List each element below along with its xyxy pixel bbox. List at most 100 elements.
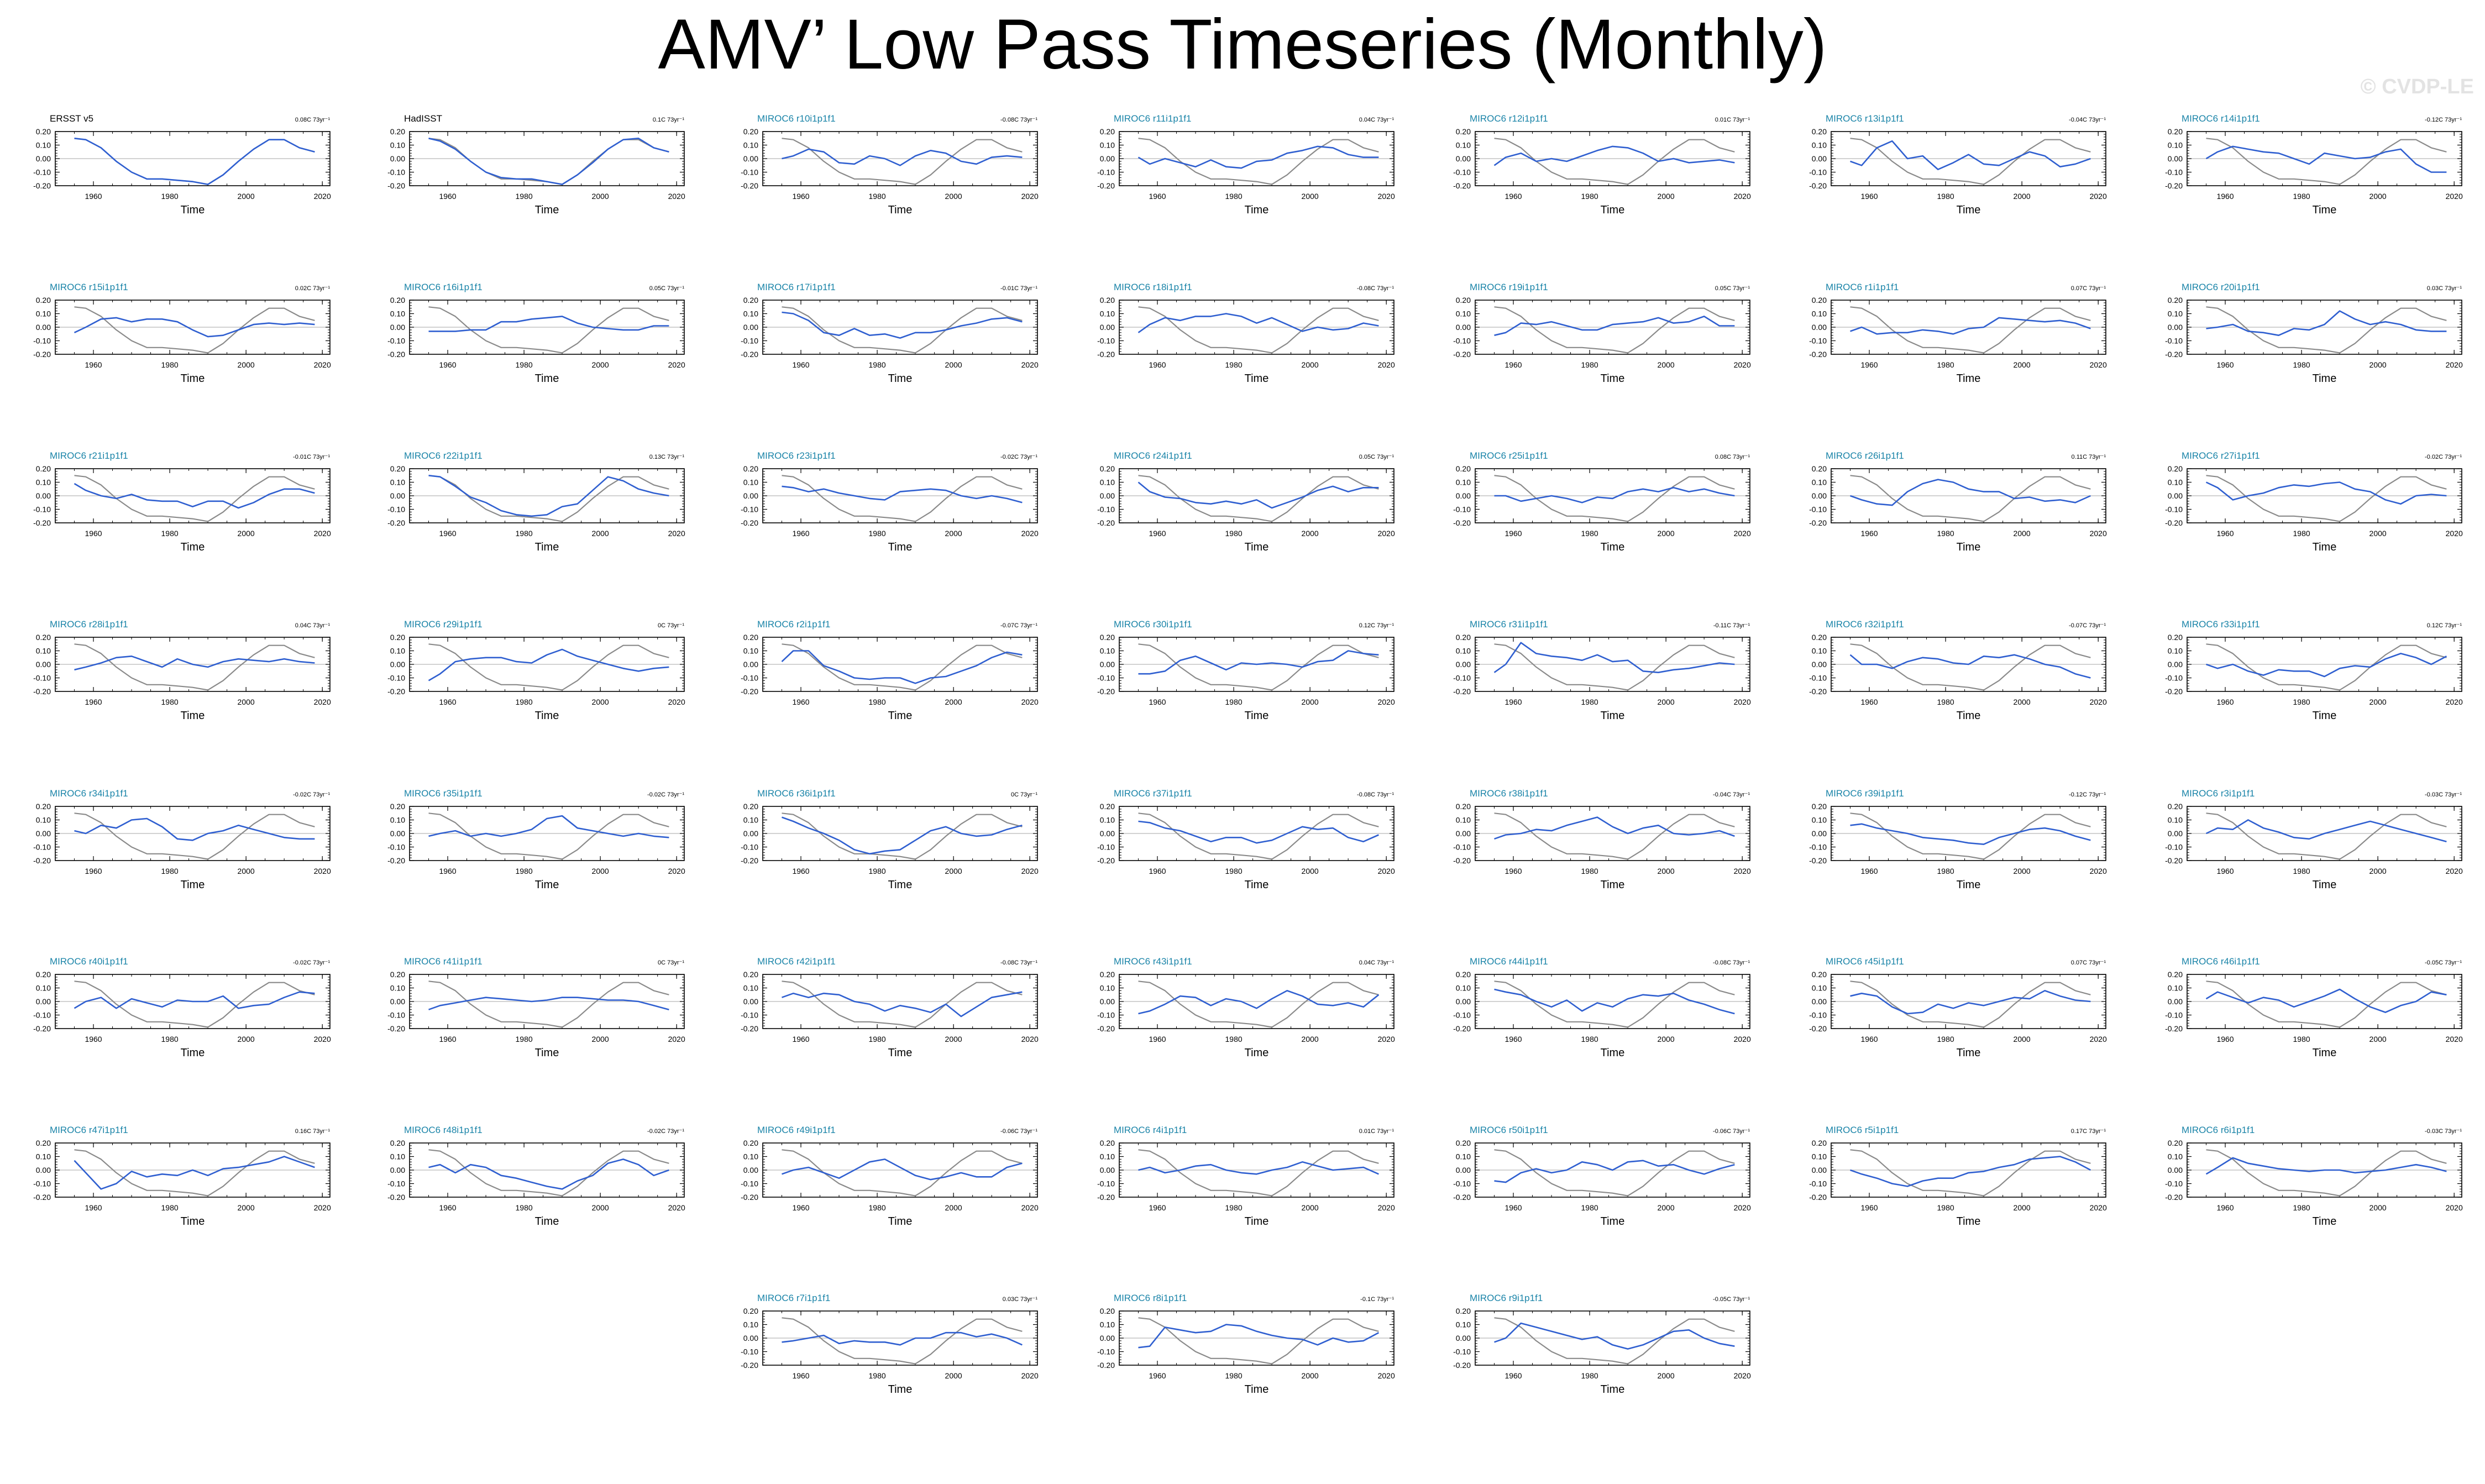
- y-tick-label: -0.10: [1453, 843, 1471, 852]
- panel: MIROC6 r44i1p1f1 -0.08C 73yr⁻¹ 0.20 0.10 0.0…: [1453, 956, 1751, 1059]
- y-tick-label: 0.10: [1812, 478, 1827, 487]
- panel-trend: -0.02C 73yr⁻¹: [293, 959, 330, 966]
- x-tick-label: 2020: [314, 867, 331, 875]
- panel: MIROC6 r1i1p1f1 0.07C 73yr⁻¹ 0.20 0.10 0.00 -…: [1809, 282, 2107, 385]
- x-tick-label: 2000: [1658, 1203, 1675, 1212]
- x-axis-label: Time: [535, 1215, 559, 1228]
- y-tick-label: -0.20: [741, 856, 758, 865]
- x-tick-label: 2000: [2014, 529, 2031, 538]
- x-axis-label: Time: [888, 710, 913, 722]
- y-tick-label: 0.20: [1456, 802, 1471, 811]
- y-tick-label: 0.00: [743, 997, 758, 1006]
- panel-title: MIROC6 r49i1p1f1: [757, 1125, 836, 1135]
- y-tick-label: 0.20: [743, 802, 758, 811]
- panel: MIROC6 r22i1p1f1 0.13C 73yr⁻¹ 0.20 0.10 0.00…: [387, 450, 685, 553]
- panel: MIROC6 r31i1p1f1 -0.11C 73yr⁻¹ 0.20 0.10 0.0…: [1453, 619, 1751, 722]
- x-tick-label: 1980: [1225, 360, 1242, 369]
- panel-trend: -0.08C 73yr⁻¹: [1713, 959, 1750, 966]
- panel: MIROC6 r3i1p1f1 -0.03C 73yr⁻¹ 0.20 0.10 0.00…: [2165, 788, 2463, 891]
- panel-trend: 0.05C 73yr⁻¹: [1359, 454, 1394, 460]
- y-tick-label: 0.10: [1100, 647, 1115, 656]
- y-tick-label: 0.00: [1812, 660, 1827, 669]
- obs-reference-line: [428, 980, 669, 1028]
- y-tick-label: 0.10: [743, 647, 758, 656]
- y-tick-label: 0.20: [390, 127, 405, 136]
- x-tick-label: 1960: [85, 360, 102, 369]
- panel-trend: -0.01C 73yr⁻¹: [1000, 285, 1037, 292]
- panel-title: MIROC6 r25i1p1f1: [1470, 450, 1548, 461]
- panel-trend: -0.05C 73yr⁻¹: [2425, 959, 2462, 966]
- panel: MIROC6 r26i1p1f1 0.11C 73yr⁻¹ 0.20 0.10 0.00…: [1809, 450, 2107, 553]
- x-tick-label: 1960: [792, 360, 809, 369]
- y-tick-label: 0.20: [1812, 802, 1827, 811]
- x-axis-label: Time: [1601, 1047, 1625, 1059]
- panel-frame: [762, 300, 1038, 355]
- y-tick-label: -0.10: [1809, 843, 1827, 852]
- panel: MIROC6 r50i1p1f1 -0.06C 73yr⁻¹ 0.20 0.10 0.0…: [1453, 1125, 1751, 1228]
- panel: MIROC6 r33i1p1f1 0.12C 73yr⁻¹ 0.20 0.10 0.00…: [2165, 619, 2463, 722]
- y-tick-label: -0.20: [2165, 687, 2183, 696]
- model-series-line: [1850, 479, 2091, 506]
- panel-frame: [409, 131, 685, 186]
- y-tick-label: -0.20: [1097, 687, 1115, 696]
- y-tick-label: 0.20: [1100, 633, 1115, 642]
- panel-title: MIROC6 r39i1p1f1: [1826, 788, 1904, 799]
- y-tick-label: 0.20: [1100, 970, 1115, 979]
- y-tick-label: 0.00: [1100, 997, 1115, 1006]
- x-tick-label: 1960: [1149, 698, 1166, 706]
- x-tick-label: 2020: [2090, 360, 2107, 369]
- model-series-line: [1849, 654, 2091, 679]
- y-tick-label: 0.20: [1100, 1139, 1115, 1147]
- x-tick-label: 1980: [1937, 360, 1954, 369]
- model-series-line: [782, 816, 1023, 855]
- x-axis-label: Time: [2313, 204, 2337, 216]
- y-tick-label: 0.10: [743, 816, 758, 825]
- panel: MIROC6 r24i1p1f1 0.05C 73yr⁻¹ 0.20 0.10 0.00…: [1097, 450, 1395, 553]
- x-tick-label: 2020: [2090, 192, 2107, 201]
- y-tick-label: 0.00: [36, 323, 51, 332]
- y-tick-label: 0.00: [743, 660, 758, 669]
- model-series-line: [1494, 988, 1735, 1015]
- obs-reference-line: [1850, 138, 2091, 185]
- y-tick-label: 0.00: [36, 997, 51, 1006]
- x-tick-label: 1980: [1937, 192, 1954, 201]
- x-tick-label: 2000: [2014, 867, 2031, 875]
- panel-frame: [55, 131, 331, 186]
- panel-trend: -0.12C 73yr⁻¹: [2425, 117, 2462, 123]
- y-tick-label: -0.10: [387, 1179, 405, 1188]
- x-tick-label: 1980: [1581, 1203, 1598, 1212]
- x-tick-label: 2020: [1734, 1035, 1751, 1043]
- y-tick-label: -0.20: [387, 181, 405, 190]
- panel-frame: [1831, 637, 2106, 692]
- y-tick-label: -0.20: [2165, 1024, 2183, 1033]
- y-tick-label: 0.00: [390, 829, 405, 838]
- y-tick-label: -0.10: [33, 168, 51, 177]
- panel-trend: -0.08C 73yr⁻¹: [1000, 117, 1037, 123]
- x-tick-label: 1980: [1937, 867, 1954, 875]
- y-tick-label: 0.00: [1100, 1166, 1115, 1174]
- panel-trend: -0.02C 73yr⁻¹: [293, 791, 330, 798]
- x-tick-label: 2020: [1378, 192, 1395, 201]
- x-tick-label: 2020: [1378, 529, 1395, 538]
- panel-title: MIROC6 r35i1p1f1: [404, 788, 483, 799]
- x-tick-label: 2020: [1378, 867, 1395, 875]
- panel-title: MIROC6 r40i1p1f1: [50, 956, 128, 967]
- x-tick-label: 2020: [2446, 867, 2463, 875]
- panel-title: MIROC6 r46i1p1f1: [2182, 956, 2260, 967]
- model-series-line: [428, 316, 669, 332]
- x-tick-label: 1980: [2293, 360, 2310, 369]
- y-tick-label: 0.00: [390, 1166, 405, 1174]
- y-tick-label: 0.20: [1100, 464, 1115, 473]
- y-tick-label: -0.20: [387, 687, 405, 696]
- x-tick-label: 2000: [1302, 360, 1319, 369]
- y-tick-label: 0.10: [1456, 647, 1471, 656]
- y-tick-label: 0.10: [1100, 310, 1115, 318]
- y-tick-label: 0.20: [390, 802, 405, 811]
- panel: MIROC6 r20i1p1f1 0.03C 73yr⁻¹ 0.20 0.10 0.00…: [2165, 282, 2463, 385]
- panel-frame: [55, 300, 331, 355]
- x-tick-label: 2000: [238, 698, 255, 706]
- x-tick-label: 1960: [1860, 698, 1878, 706]
- panel-trend: -0.06C 73yr⁻¹: [1000, 1128, 1037, 1135]
- obs-reference-line: [1138, 306, 1379, 354]
- y-tick-label: -0.10: [1809, 168, 1827, 177]
